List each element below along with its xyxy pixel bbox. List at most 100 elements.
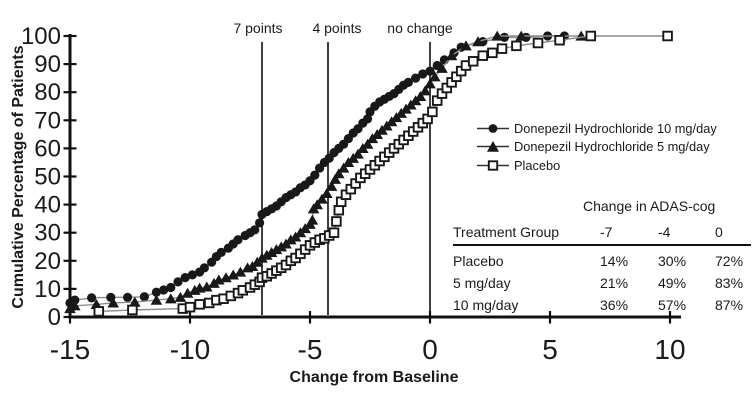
filled-triangle-marker-icon [311, 199, 323, 210]
filled-triangle-marker-icon [515, 30, 527, 41]
y-tick-label: 10 [34, 276, 61, 303]
open-square-marker-icon [554, 34, 565, 46]
ref-line-label: 7 points [233, 20, 282, 36]
open-square-marker-icon [477, 160, 509, 171]
filled-triangle-marker-icon [424, 78, 436, 89]
open-square-marker-icon [93, 306, 105, 317]
filled-triangle-marker-icon [460, 40, 472, 51]
filled-circle-marker-icon [310, 170, 320, 180]
filled-triangle-marker-icon [227, 269, 239, 280]
filled-circle-marker-icon [477, 123, 509, 133]
open-square-marker-icon [511, 40, 522, 52]
y-tick-label: 60 [34, 135, 61, 162]
x-axis-title: Change from Baseline [290, 369, 459, 386]
filled-triangle-marker-icon [445, 50, 458, 61]
cell: 87% [715, 297, 744, 313]
filled-circle-marker-icon [425, 66, 435, 76]
table-row: Placebo 14% 30% 72% [453, 250, 751, 272]
filled-triangle-marker-icon [174, 291, 187, 302]
filled-triangle-marker-icon [477, 141, 509, 152]
legend-label: Placebo [514, 157, 561, 173]
y-axis-title: Cumulative Percentage of Patients [10, 45, 27, 308]
filled-triangle-marker-icon [337, 162, 350, 173]
inset-table-header: Treatment Group -7 -4 0 [453, 225, 751, 246]
cell: 36% [600, 297, 629, 313]
open-square-marker-icon [331, 216, 342, 227]
filled-circle-marker-icon [250, 225, 260, 235]
filled-triangle-marker-icon [414, 91, 427, 102]
y-tick-label: 100 [21, 23, 61, 50]
cell: 21% [600, 275, 629, 291]
cell: 14% [600, 253, 629, 269]
filled-triangle-marker-icon [361, 138, 374, 149]
ref-line-label: 4 points [312, 20, 361, 36]
cell: 30% [658, 253, 687, 269]
filled-triangle-marker-icon [181, 287, 194, 298]
y-tick-label: 30 [34, 220, 61, 247]
filled-circle-marker-icon [173, 277, 183, 287]
filled-circle-marker-icon [123, 292, 133, 302]
filled-triangle-marker-icon [150, 294, 163, 305]
filled-triangle-marker-icon [256, 252, 268, 263]
filled-triangle-marker-icon [69, 300, 81, 311]
x-tick-label: -10 [170, 334, 210, 365]
filled-triangle-marker-icon [325, 180, 338, 191]
table-row: 5 mg/day 21% 49% 83% [453, 272, 751, 294]
x-tick-label: 0 [422, 334, 438, 365]
filled-circle-marker-icon [166, 282, 176, 293]
filled-circle-marker-icon [403, 77, 413, 87]
open-square-marker-icon [184, 301, 196, 313]
header-cell: -7 [600, 224, 613, 240]
filled-triangle-marker-icon [321, 187, 333, 198]
open-square-marker-icon [427, 106, 438, 118]
filled-circle-marker-icon [151, 287, 161, 297]
filled-circle-marker-icon [70, 295, 80, 305]
legend-item-placebo: Placebo [476, 156, 717, 175]
filled-triangle-marker-icon [491, 30, 503, 41]
cell: 72% [715, 253, 744, 269]
filled-circle-marker-icon [411, 73, 421, 83]
cell: Placebo [453, 253, 504, 269]
y-tick-label: 20 [34, 248, 61, 275]
filled-triangle-marker-icon [201, 281, 213, 292]
legend-item-10mg: Donepezil Hydrochloride 10 mg/day [476, 119, 717, 138]
legend-label: Donepezil Hydrochloride 10 mg/day [514, 120, 717, 136]
x-tick-label: 10 [654, 334, 685, 365]
inset-table-body: Placebo 14% 30% 72% 5 mg/day 21% 49% 83%… [453, 246, 751, 316]
legend-item-5mg: Donepezil Hydrochloride 5 mg/day [476, 138, 717, 157]
filled-triangle-marker-icon [270, 244, 283, 255]
legend: Donepezil Hydrochloride 10 mg/day Donepe… [476, 119, 717, 175]
filled-triangle-marker-icon [129, 296, 141, 307]
filled-circle-marker-icon [87, 293, 97, 303]
filled-circle-marker-icon [199, 263, 209, 273]
x-tick-label: -15 [50, 334, 90, 365]
filled-triangle-marker-icon [306, 214, 319, 225]
y-tick-label: 40 [34, 192, 61, 219]
open-square-marker-icon [194, 299, 205, 310]
filled-triangle-marker-icon [436, 62, 448, 73]
open-square-marker-icon [496, 43, 508, 54]
filled-triangle-marker-icon [165, 293, 177, 304]
y-tick-label: 0 [48, 304, 61, 331]
filled-triangle-marker-icon [234, 266, 247, 277]
cell: 5 mg/day [453, 275, 511, 291]
open-square-marker-icon [532, 37, 544, 49]
filled-circle-marker-icon [499, 32, 509, 43]
ref-line-label: no change [387, 20, 453, 36]
filled-circle-marker-icon [139, 292, 149, 302]
filled-triangle-marker-icon [275, 241, 287, 252]
open-square-marker-icon [662, 30, 673, 42]
table-row: 10 mg/day 36% 57% 87% [453, 294, 751, 316]
x-tick-label: -5 [298, 334, 323, 365]
filled-triangle-marker-icon [220, 272, 232, 283]
filled-triangle-marker-icon [64, 303, 76, 314]
filled-triangle-marker-icon [265, 246, 278, 257]
filled-triangle-marker-icon [285, 234, 297, 245]
filled-triangle-marker-icon [329, 173, 341, 184]
open-square-marker-icon [477, 50, 489, 61]
open-square-marker-icon [487, 47, 498, 59]
filled-triangle-marker-icon [352, 148, 364, 159]
open-square-marker-icon [333, 204, 345, 216]
